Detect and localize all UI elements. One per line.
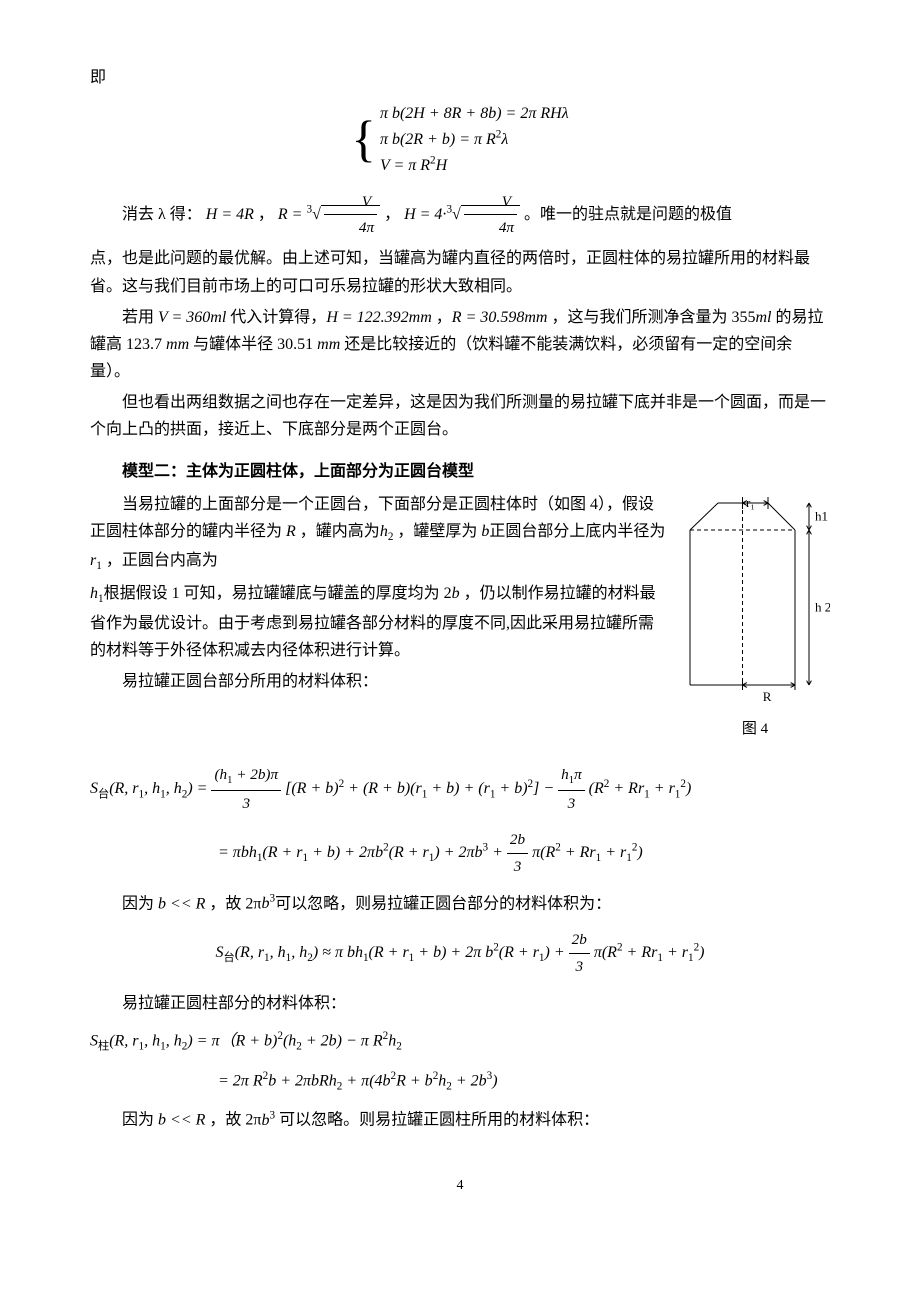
eq-sys-line1: π b(2H + 8R + 8b) = 2π RHλ bbox=[380, 105, 569, 122]
svg-text:r₁: r₁ bbox=[746, 495, 755, 510]
eq-Stai-line2: = πbh1(R + r1 + b) + 2πb2(R + r1) + 2πb3… bbox=[218, 827, 830, 880]
eq-system: { π b(2H + 8R + 8b) = 2π RHλ π b(2R + b)… bbox=[90, 101, 830, 178]
page-number: 4 bbox=[90, 1174, 830, 1198]
heading-model2: 模型二：主体为正圆柱体，上面部分为正圆台模型 bbox=[90, 458, 830, 485]
svg-text:h1: h1 bbox=[815, 508, 828, 523]
svg-text:R: R bbox=[763, 689, 772, 704]
eq-R-cuberoot: R = 3√V4π bbox=[278, 206, 384, 223]
eq-sys-line2: π b(2R + b) = π R2λ bbox=[380, 131, 508, 148]
para-because-2: 因为 b << R ，故 2πb3 可以忽略。则易拉罐正圆柱所用的材料体积： bbox=[90, 1106, 830, 1134]
eq-Stai-approx: S台(R, r1, h1, h2) ≈ π bh1(R + r1 + b) + … bbox=[90, 927, 830, 980]
para-cyl-intro: 易拉罐正圆柱部分的材料体积： bbox=[90, 990, 830, 1017]
eq-Scyl-line1: S柱(R, r1, h1, h2) = π（R + b)2(h2 + 2b) −… bbox=[90, 1027, 830, 1057]
eq-sys-line3: V = π R2H bbox=[380, 157, 447, 174]
svg-text:h 2: h 2 bbox=[815, 599, 830, 614]
eq-H-4R: H = 4R bbox=[206, 206, 254, 223]
lead-word: 即 bbox=[90, 64, 830, 91]
para-difference: 但也看出两组数据之间也存在一定差异，这是因为我们所测量的易拉罐下底并非是一个圆面… bbox=[90, 389, 830, 443]
eq-Stai-line1: S台(R, r1, h1, h2) = (h1 + 2b)π3 [(R + b)… bbox=[90, 762, 830, 817]
eq-Scyl-full: S柱(R, r1, h1, h2) = π（R + b)2(h2 + 2b) −… bbox=[90, 1027, 830, 1096]
eq-Stai-full: S台(R, r1, h1, h2) = (h1 + 2b)π3 [(R + b)… bbox=[90, 762, 830, 880]
figure-4-caption: 图 4 bbox=[680, 717, 830, 743]
para-substitute: 若用 V = 360ml 代入计算得，H = 122.392mm ，R = 30… bbox=[90, 304, 830, 386]
para-because-1: 因为 b << R ，故 2πb3可以忽略，则易拉罐正圆台部分的材料体积为： bbox=[90, 890, 830, 918]
figure-4: r₁ h1 h 2 R 图 4 bbox=[680, 495, 830, 743]
para-extreme: 点，也是此问题的最优解。由上述可知，当罐高为罐内直径的两倍时，正圆柱体的易拉罐所… bbox=[90, 245, 830, 299]
eq-Scyl-line2: = 2π R2b + 2πbRh2 + π(4b2R + b2h2 + 2b3) bbox=[218, 1067, 830, 1097]
eliminate-lambda: 消去 λ 得： H = 4R ， R = 3√V4π ， H = 4·3√V4π… bbox=[90, 189, 830, 242]
eq-H-cuberoot: H = 4·3√V4π bbox=[404, 206, 524, 223]
